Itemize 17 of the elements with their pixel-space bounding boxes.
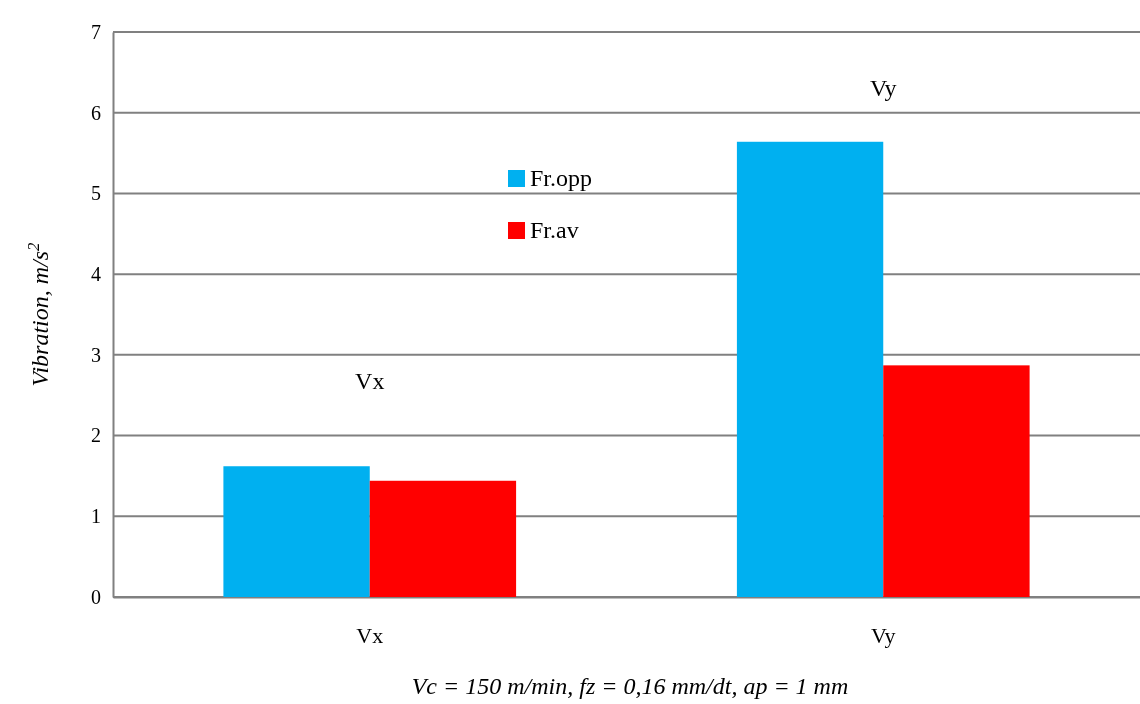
y-tick-label: 1	[91, 505, 101, 528]
annotation: Vx	[355, 368, 385, 394]
x-axis-title: Vc = 150 m/min, fz = 0,16 mm/dt, ap = 1 mm	[411, 673, 849, 699]
bar	[883, 365, 1030, 597]
bar	[369, 480, 517, 597]
y-tick-label: 2	[91, 424, 101, 447]
bar	[736, 141, 884, 597]
annotation: Vy	[869, 75, 897, 101]
y-tick-label: 5	[91, 182, 101, 205]
y-tick-label: 0	[91, 585, 101, 608]
y-tick-label: 4	[91, 263, 101, 286]
legend-label: Fr.av	[530, 217, 579, 243]
y-tick-label: 3	[91, 343, 101, 366]
y-tick-label: 7	[91, 20, 101, 43]
y-tick-label: 6	[91, 101, 101, 124]
legend-label: Fr.opp	[530, 165, 593, 191]
bar	[223, 466, 370, 597]
